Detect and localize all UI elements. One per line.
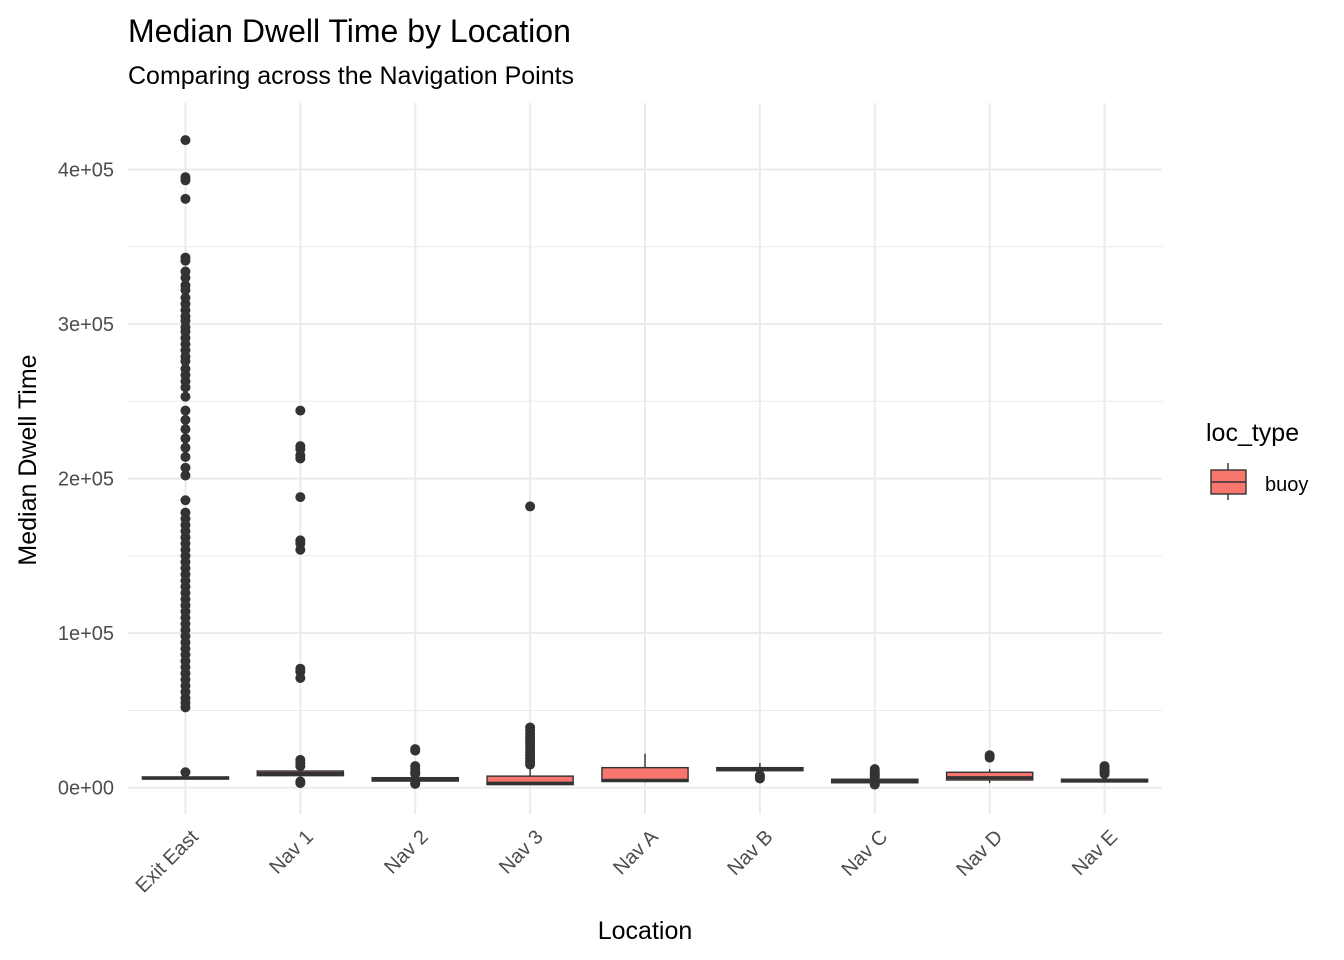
x-tick-label: Nav C xyxy=(837,826,892,881)
outlier-point xyxy=(295,761,306,772)
outlier-point xyxy=(180,495,191,506)
box-nav-3 xyxy=(486,501,574,786)
outlier-point xyxy=(984,752,995,763)
iqr-box xyxy=(486,775,574,786)
outlier-point xyxy=(180,442,191,453)
outlier-point xyxy=(180,356,191,367)
x-tick-label: Nav 1 xyxy=(265,826,318,879)
box-nav-b xyxy=(716,762,804,784)
x-tick-label: Nav D xyxy=(952,826,1007,881)
outlier-point xyxy=(180,382,191,393)
box-nav-2 xyxy=(371,744,460,789)
outlier-point xyxy=(410,768,421,779)
outlier-point xyxy=(410,778,421,789)
legend-label-buoy: buoy xyxy=(1265,474,1308,496)
outlier-point xyxy=(180,424,191,435)
outlier-point xyxy=(180,135,191,146)
box-series xyxy=(141,135,1149,790)
outlier-point xyxy=(295,778,306,789)
box-nav-1 xyxy=(256,405,345,789)
outlier-point xyxy=(754,773,765,784)
outlier-point xyxy=(180,405,191,416)
outlier-point xyxy=(869,771,880,782)
legend-title: loc_type xyxy=(1206,419,1299,447)
chart-subtitle: Comparing across the Navigation Points xyxy=(128,62,574,90)
x-tick-label: Nav E xyxy=(1068,826,1122,880)
x-tick-label: Nav 2 xyxy=(380,826,433,879)
y-tick-label: 0e+00 xyxy=(58,778,114,800)
box-nav-d xyxy=(945,750,1034,784)
x-tick-label: Exit East xyxy=(132,826,204,898)
outlier-point xyxy=(869,779,880,790)
box-exit-east xyxy=(141,135,230,780)
box-nav-e xyxy=(1060,761,1149,783)
outlier-point xyxy=(180,451,191,462)
outlier-point xyxy=(180,193,191,204)
outlier-point xyxy=(410,745,421,756)
box-nav-c xyxy=(830,764,919,790)
outlier-point xyxy=(295,453,306,464)
outlier-point xyxy=(180,433,191,444)
outlier-point xyxy=(525,759,536,770)
x-axis-ticks: Exit East Nav 1 Nav 2 Nav 3 Nav A Nav B Nav C N… xyxy=(132,826,1122,898)
outlier-point xyxy=(180,255,191,266)
outlier-point xyxy=(180,462,191,473)
outlier-point xyxy=(180,767,191,778)
outlier-point xyxy=(180,272,191,283)
outlier-point xyxy=(295,492,306,503)
y-tick-label: 3e+05 xyxy=(58,314,114,336)
outlier-point xyxy=(180,702,191,713)
outlier-point xyxy=(180,470,191,481)
chart-title: Median Dwell Time by Location xyxy=(128,13,571,49)
x-axis-title: Location xyxy=(598,917,693,945)
outlier-point xyxy=(180,285,191,296)
box-nav-a xyxy=(601,753,689,783)
y-axis-ticks: 0e+00 1e+05 2e+05 3e+05 4e+05 xyxy=(58,159,114,799)
outlier-point xyxy=(525,501,536,512)
x-tick-label: Nav B xyxy=(723,826,777,880)
x-tick-label: Nav 3 xyxy=(495,826,548,879)
outlier-point xyxy=(1099,768,1110,779)
iqr-box xyxy=(945,771,1034,781)
legend: loc_type buoy xyxy=(1206,419,1308,500)
outlier-point xyxy=(180,391,191,402)
grid-lines xyxy=(128,103,1162,814)
outlier-point xyxy=(180,175,191,186)
x-tick-label: Nav A xyxy=(609,826,663,880)
y-tick-label: 1e+05 xyxy=(58,623,114,645)
outlier-point xyxy=(180,414,191,425)
outlier-point xyxy=(295,544,306,555)
outlier-point xyxy=(295,672,306,683)
y-tick-label: 4e+05 xyxy=(58,159,114,181)
y-tick-label: 2e+05 xyxy=(58,469,114,491)
y-axis-title: Median Dwell Time xyxy=(14,354,42,565)
outlier-point xyxy=(295,405,306,416)
